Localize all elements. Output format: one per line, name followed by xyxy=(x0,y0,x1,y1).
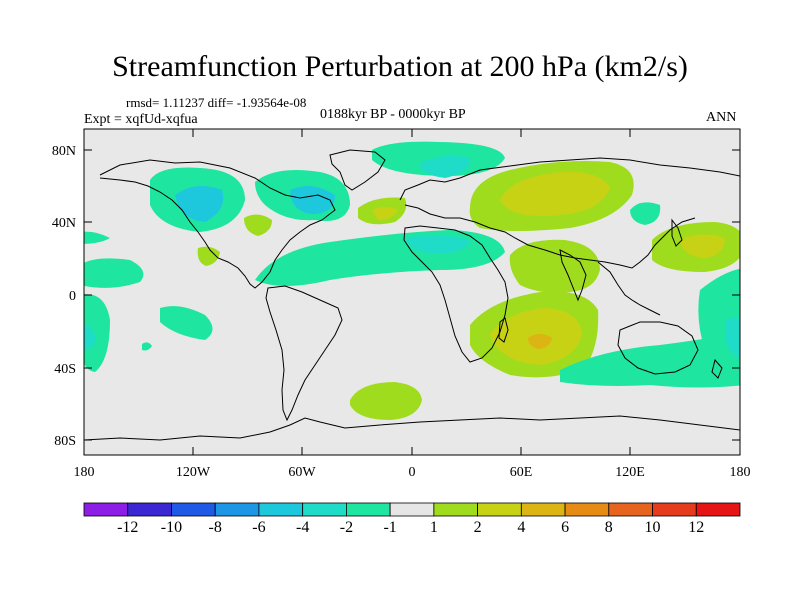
colorbar-labels: -12 -10 -8 -6 -4 -2 -1 1 2 4 6 8 10 12 xyxy=(117,519,704,536)
contour-gl-pos xyxy=(244,214,272,236)
coastlines xyxy=(84,149,740,441)
contour-sio-pos3 xyxy=(528,334,552,349)
colorbar-label: 1 xyxy=(430,519,438,536)
colorbar-label: 10 xyxy=(645,519,661,536)
contour-io-pos xyxy=(509,239,600,293)
colorbar-label: 12 xyxy=(688,519,704,536)
colorbar-label: 6 xyxy=(561,519,569,536)
contour-nepac-pos2 xyxy=(680,234,725,258)
lon-label: 180 xyxy=(730,465,751,480)
colorbar-box xyxy=(389,502,435,517)
lon-label: 60E xyxy=(510,465,533,480)
colorbar-box xyxy=(477,502,522,517)
colorbar-box xyxy=(652,502,697,517)
colorbar-label: -1 xyxy=(383,519,396,536)
contour-npac-neg2 xyxy=(175,186,224,222)
contour-spac-tiny-neg xyxy=(142,342,152,351)
lon-label: 0 xyxy=(409,465,416,480)
lat-label: 40S xyxy=(54,362,76,377)
contour-na-neg2 xyxy=(290,186,335,215)
colorbar-box xyxy=(258,502,304,517)
contour-west-edge-neg xyxy=(84,258,144,288)
contour-sepac-neg2 xyxy=(725,316,740,360)
contour-sepac-neg xyxy=(698,268,740,379)
colorbar-box xyxy=(214,502,260,517)
coast-australia xyxy=(617,321,699,375)
contour-arctic-neg2 xyxy=(420,155,471,178)
coast-greenland xyxy=(329,149,386,191)
lon-ticks xyxy=(83,129,741,455)
contour-spac-west-neg2 xyxy=(84,324,96,351)
colorbar-label: -2 xyxy=(340,519,353,536)
colorbar-box xyxy=(83,502,129,517)
contour-spac-west-neg xyxy=(84,294,110,372)
colorbar-box xyxy=(127,502,172,517)
lon-label: 180 xyxy=(74,465,95,480)
lon-label: 120E xyxy=(615,465,645,480)
coast-mediterranean xyxy=(404,204,696,269)
colorbar-box xyxy=(608,502,653,517)
perturbation-contours xyxy=(84,141,740,420)
rmsd-diff-stats: rmsd= 1.11237 diff= -1.93564e-08 xyxy=(126,95,307,110)
lat-label: 80S xyxy=(54,434,76,449)
contour-eur-pos2 xyxy=(500,171,610,216)
colorbar-box xyxy=(433,502,478,517)
colorbar-box xyxy=(302,502,347,517)
contour-west-edge-neg2 xyxy=(84,231,110,244)
time-period-label: 0188kyr BP - 0000kyr BP xyxy=(320,107,466,122)
coast-south-america xyxy=(265,285,343,422)
coast-north-america xyxy=(99,159,336,289)
coast-europe-asia xyxy=(399,157,740,201)
coast-africa xyxy=(403,225,509,363)
lat-labels: 80N 40N 0 40S 80S xyxy=(52,144,76,449)
colorbar-box xyxy=(520,502,566,517)
colorbar xyxy=(83,502,741,517)
colorbar-box xyxy=(345,502,391,517)
lon-label: 60W xyxy=(288,465,316,480)
contour-atl-pos2 xyxy=(372,207,398,220)
contour-gl-pos2 xyxy=(197,246,220,266)
lat-label: 40N xyxy=(52,216,76,231)
colorbar-box xyxy=(695,502,741,517)
experiment-label: Expt = xqfUd-xqfua xyxy=(84,112,198,127)
coast-japan xyxy=(671,218,683,247)
colorbar-box xyxy=(171,502,216,517)
colorbar-label: 2 xyxy=(474,519,482,536)
contour-trop-neg2 xyxy=(405,235,470,254)
colorbar-box xyxy=(564,502,610,517)
contour-spac-small-neg xyxy=(160,306,213,340)
season-label: ANN xyxy=(706,110,737,125)
lon-labels: 180 120W 60W 0 60E 120E 180 xyxy=(74,465,751,480)
coast-se-asia xyxy=(597,261,661,316)
contour-saus-neg xyxy=(560,332,740,388)
contour-satl-pos xyxy=(350,382,422,420)
coast-madagascar xyxy=(498,317,509,343)
colorbar-label: -10 xyxy=(161,519,182,536)
lat-ticks xyxy=(84,149,740,441)
colorbar-label: 8 xyxy=(605,519,613,536)
coast-india xyxy=(559,249,587,302)
lat-label: 0 xyxy=(69,289,76,304)
lon-label: 120W xyxy=(176,465,211,480)
map-title: Streamfunction Perturbation at 200 hPa (… xyxy=(112,50,688,83)
colorbar-label: -6 xyxy=(252,519,265,536)
colorbar-label: 4 xyxy=(517,519,525,536)
coast-new-zealand xyxy=(711,358,723,379)
contour-wpac-neg xyxy=(630,202,661,225)
lat-label: 80N xyxy=(52,144,76,159)
colorbar-label: -12 xyxy=(117,519,138,536)
colorbar-label: -4 xyxy=(296,519,309,536)
colorbar-label: -8 xyxy=(209,519,222,536)
coast-antarctica xyxy=(84,415,740,441)
